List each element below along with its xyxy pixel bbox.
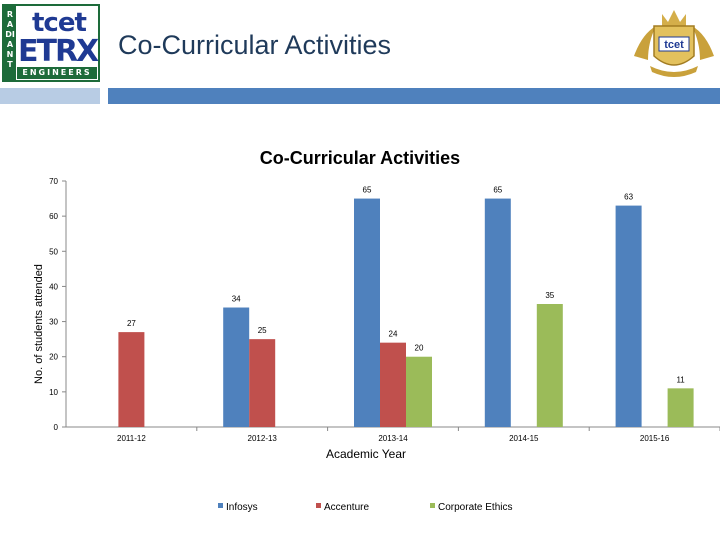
bar xyxy=(223,307,250,427)
legend-swatch xyxy=(430,503,435,508)
x-axis-label: Academic Year xyxy=(326,447,406,461)
header-accent-bar-light xyxy=(0,88,100,104)
y-axis-label: No. of students attended xyxy=(33,264,45,384)
bar xyxy=(380,342,406,427)
legend-swatch xyxy=(218,503,223,508)
y-tick-label: 60 xyxy=(49,212,58,221)
y-ticks: 0 10 20 30 40 50 60 70 xyxy=(49,177,66,432)
bar xyxy=(536,304,563,427)
data-label: 35 xyxy=(545,291,554,300)
x-ticks: 2011-12 2012-13 2013-14 2014-15 2015-16 xyxy=(117,427,720,443)
legend-label: Corporate Ethics xyxy=(438,502,512,513)
x-tick-label: 2011-12 xyxy=(117,434,146,443)
data-label: 20 xyxy=(415,344,424,353)
bars xyxy=(118,198,694,427)
bar xyxy=(406,356,432,427)
x-tick-label: 2014-15 xyxy=(509,434,539,443)
data-labels: 27 34 25 65 24 20 65 35 63 11 xyxy=(127,186,685,385)
legend: Infosys Accenture Corporate Ethics xyxy=(218,502,512,513)
bar xyxy=(354,198,380,427)
tcet-crest-logo: tcet xyxy=(634,10,714,77)
data-label: 25 xyxy=(258,326,267,335)
legend-label: Accenture xyxy=(324,502,369,513)
y-tick-label: 40 xyxy=(49,282,58,291)
x-tick-label: 2015-16 xyxy=(640,434,670,443)
y-tick-label: 70 xyxy=(49,177,58,186)
data-label: 34 xyxy=(232,295,241,304)
logo-engineers-text: ENGINEERS xyxy=(17,67,97,79)
x-tick-label: 2012-13 xyxy=(248,434,278,443)
logo-etrx-text: ETRX xyxy=(18,34,99,69)
legend-swatch xyxy=(316,503,321,508)
data-label: 65 xyxy=(493,186,502,195)
legend-label: Infosys xyxy=(226,502,258,513)
crest-tcet-text: tcet xyxy=(664,39,684,51)
data-label: 65 xyxy=(363,186,372,195)
etrx-logo: RADIANT tcet ETRX ENGINEERS xyxy=(2,4,100,82)
y-tick-label: 10 xyxy=(49,388,58,397)
crest-label-box xyxy=(658,36,690,52)
y-tick-label: 20 xyxy=(49,353,58,362)
y-tick-label: 50 xyxy=(49,247,58,256)
bar xyxy=(249,339,276,427)
logo-side-text: RADIANT xyxy=(4,6,16,80)
crest-ribbon xyxy=(650,66,698,77)
data-label: 63 xyxy=(624,193,633,202)
y-tick-label: 0 xyxy=(54,423,59,432)
bar xyxy=(484,198,511,427)
crest-right-wing xyxy=(692,26,714,60)
data-label: 11 xyxy=(676,375,685,384)
bar xyxy=(615,205,642,427)
bar xyxy=(667,388,694,427)
crest-crown xyxy=(662,10,686,26)
chart-title: Co-Curricular Activities xyxy=(259,148,461,168)
data-label: 27 xyxy=(127,319,136,328)
logo-tcet-text: tcet xyxy=(32,8,87,38)
x-tick-label: 2013-14 xyxy=(378,434,408,443)
y-tick-label: 30 xyxy=(49,318,58,327)
bar xyxy=(118,332,145,427)
data-label: 24 xyxy=(389,330,398,339)
crest-left-wing xyxy=(634,26,656,60)
header-accent-bar xyxy=(108,88,720,104)
slide-title: Co-Curricular Activities xyxy=(118,30,392,60)
